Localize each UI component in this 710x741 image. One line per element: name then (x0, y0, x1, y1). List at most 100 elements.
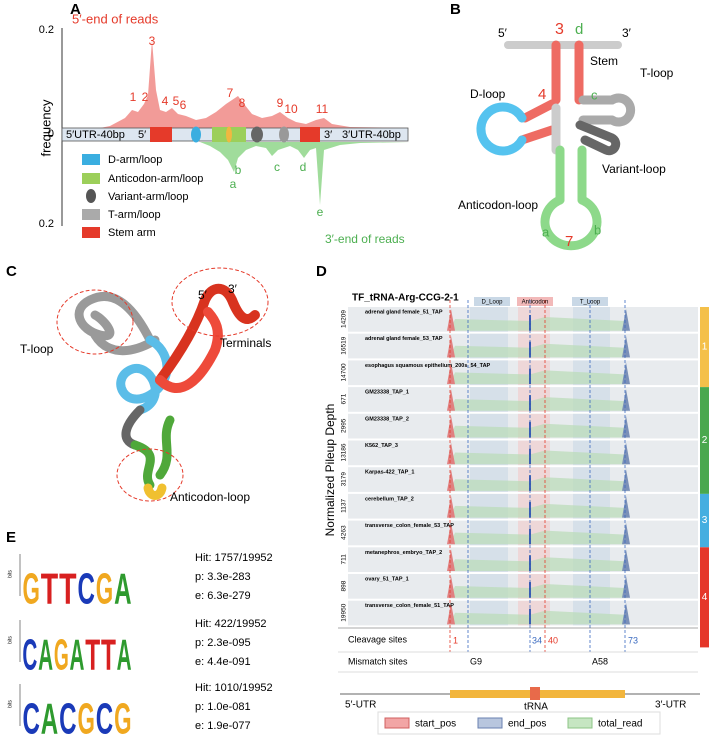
peak-label: e (317, 205, 324, 219)
y-axis-label: frequency (38, 99, 53, 157)
peak-label: 9 (277, 96, 284, 110)
d-stem (517, 125, 557, 145)
peak-label: 5 (173, 94, 180, 108)
label: D-loop (470, 87, 506, 101)
annotation: 5′-end of reads (72, 11, 159, 26)
axis-label: bits (7, 636, 13, 644)
legend-swatch (477, 717, 503, 729)
label: Stem (590, 54, 618, 68)
legend-swatch (82, 154, 100, 165)
panel-label: B (450, 1, 461, 18)
anticodon-loop (540, 195, 602, 251)
motif-stat: Hit: 1010/19952 (195, 682, 273, 694)
panel-a: A frequency 0.2 0 0.2 5′UTR-40bp 5′ 3′ 3… (38, 1, 410, 246)
mismatch-site: G9 (470, 656, 482, 666)
start-peak (447, 576, 455, 598)
start-peak (447, 602, 455, 625)
total-read (450, 557, 628, 571)
end-peak (622, 309, 630, 331)
anticodon-bar (530, 687, 540, 700)
row-label: Cleavage sites (348, 634, 408, 644)
label: d (575, 21, 583, 38)
total-read (450, 477, 628, 491)
legend-swatch (82, 209, 100, 220)
row-label: Mismatch sites (348, 656, 408, 666)
region-header (474, 297, 510, 306)
d-stem (520, 99, 557, 123)
track-max: 2995 (341, 418, 348, 433)
start-peak (447, 495, 455, 518)
panel-label: D (316, 263, 327, 280)
peak-label: 6 (180, 98, 187, 112)
stem-block (150, 127, 172, 142)
motif-stat: Hit: 1757/19952 (195, 552, 273, 564)
group-label: 2 (702, 435, 708, 446)
label: 3′ (228, 282, 238, 296)
group-label: 3 (702, 515, 708, 526)
y-tick-label: 0.2 (39, 218, 54, 230)
d-loop (476, 102, 527, 156)
motif-stat: p: 2.3e-095 (195, 637, 251, 649)
label: Anticodon-loop (458, 198, 538, 212)
terminals (155, 283, 260, 385)
label: b (594, 222, 601, 237)
logo-letter: A (38, 631, 53, 680)
logo-letter: C (22, 695, 39, 741)
start-peak (447, 415, 455, 438)
total-read (450, 450, 628, 465)
track-label: 5′ (138, 129, 146, 141)
logo-letter: G (96, 565, 113, 614)
panel-label: C (6, 263, 17, 280)
track-name: GM23338_TAP_2 (365, 416, 409, 422)
track-max: 14700 (341, 363, 348, 381)
start-peak (447, 389, 455, 411)
motif-stat: e: 4.4e-091 (195, 656, 251, 668)
track-label: 3′UTR-40bp (342, 129, 401, 141)
peak-label: b (235, 163, 242, 177)
end-peak (622, 469, 630, 491)
total-read (450, 317, 628, 331)
t-arm-block (279, 126, 289, 143)
legend-swatch (82, 173, 100, 184)
label: Anticodon-loop (170, 490, 250, 504)
legend-swatch (86, 189, 96, 203)
logo-letter: C (96, 695, 113, 741)
total-read (450, 584, 628, 598)
track-name: cerebellum_TAP_2 (365, 496, 414, 502)
logo-letter: C (22, 631, 37, 680)
track-name: GM23338_TAP_1 (365, 390, 409, 396)
label: Terminals (220, 336, 271, 350)
panel-title: TF_tRNA-Arg-CCG-2-1 (352, 293, 459, 304)
end-peak (622, 362, 630, 385)
track-max: 898 (341, 580, 348, 591)
legend-swatch (567, 717, 593, 729)
total-read (450, 610, 628, 625)
track-name: adrenal gland female_53_TAP (365, 336, 443, 342)
mismatch-site: A58 (592, 656, 608, 666)
group-bar (700, 307, 709, 388)
label: 3 (555, 21, 564, 38)
total-read (450, 397, 628, 411)
highlight (171, 267, 269, 337)
cleavage-site: 40 (548, 635, 558, 645)
total-read (450, 423, 628, 438)
label: 4 (538, 86, 546, 103)
panel-d: D TF_tRNA-Arg-CCG-2-1 Normalized Pileup … (316, 263, 709, 735)
label: T-loop (640, 66, 674, 80)
anticodon-mark (226, 126, 232, 143)
total-read (450, 503, 628, 518)
three-prime-histogram (62, 142, 410, 205)
panel-c: C T-loop 5′ 3′ Terminals Anticodon-loop (6, 263, 271, 504)
panel-b: B 5′ 3′ 3 d Stem 4 c D-loop T-loop Varia… (450, 1, 674, 251)
variant-loop (575, 120, 621, 156)
logo-letter: A (70, 631, 85, 680)
logo-letter: A (114, 565, 131, 614)
start-peak (447, 469, 455, 491)
logo-letter: T (41, 565, 58, 614)
group-bar (700, 547, 709, 648)
track-max: 13186 (341, 443, 348, 461)
y-tick-label: 0 (48, 128, 54, 140)
